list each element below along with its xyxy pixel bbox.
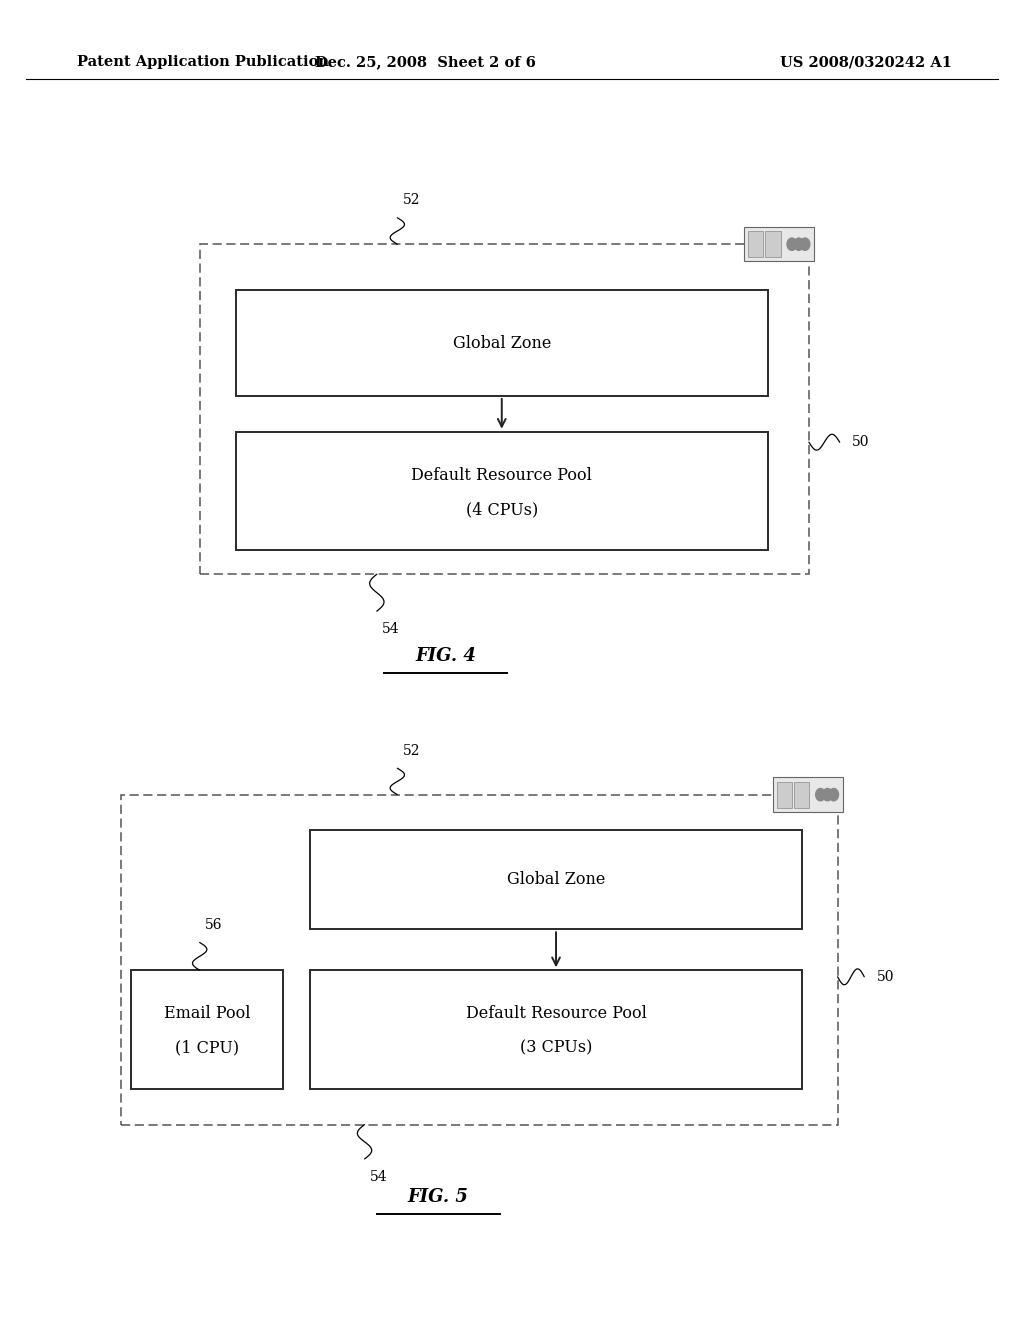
Text: (4 CPUs): (4 CPUs) — [466, 502, 538, 517]
Bar — [765, 231, 780, 257]
Bar — [310, 830, 802, 929]
Text: FIG. 5: FIG. 5 — [408, 1188, 469, 1206]
Bar — [776, 781, 792, 808]
Bar — [236, 290, 768, 396]
Text: 52: 52 — [402, 743, 420, 758]
Bar — [131, 970, 283, 1089]
Text: 50: 50 — [877, 970, 894, 983]
Text: Default Resource Pool: Default Resource Pool — [412, 467, 592, 483]
Circle shape — [800, 238, 810, 251]
Text: Email Pool: Email Pool — [164, 1006, 250, 1022]
Circle shape — [787, 238, 797, 251]
Text: 56: 56 — [205, 917, 222, 932]
Text: (1 CPU): (1 CPU) — [175, 1040, 239, 1056]
Circle shape — [828, 788, 839, 801]
Text: Global Zone: Global Zone — [453, 335, 551, 351]
Bar — [310, 970, 802, 1089]
Bar — [236, 432, 768, 550]
Text: 50: 50 — [852, 436, 869, 449]
Bar — [748, 231, 763, 257]
Text: (3 CPUs): (3 CPUs) — [520, 1040, 592, 1056]
Text: Global Zone: Global Zone — [507, 871, 605, 888]
Circle shape — [794, 238, 804, 251]
Text: Default Resource Pool: Default Resource Pool — [466, 1006, 646, 1022]
Text: 54: 54 — [382, 622, 399, 636]
Text: Dec. 25, 2008  Sheet 2 of 6: Dec. 25, 2008 Sheet 2 of 6 — [314, 55, 536, 69]
Bar — [200, 244, 809, 574]
Circle shape — [822, 788, 833, 801]
Bar — [121, 795, 838, 1125]
Text: US 2008/0320242 A1: US 2008/0320242 A1 — [780, 55, 952, 69]
Bar — [773, 777, 843, 812]
Bar — [744, 227, 814, 261]
Text: 54: 54 — [370, 1170, 387, 1184]
Bar — [794, 781, 809, 808]
Text: 52: 52 — [402, 193, 420, 207]
Text: Patent Application Publication: Patent Application Publication — [77, 55, 329, 69]
Circle shape — [816, 788, 825, 801]
Text: FIG. 4: FIG. 4 — [415, 647, 476, 665]
